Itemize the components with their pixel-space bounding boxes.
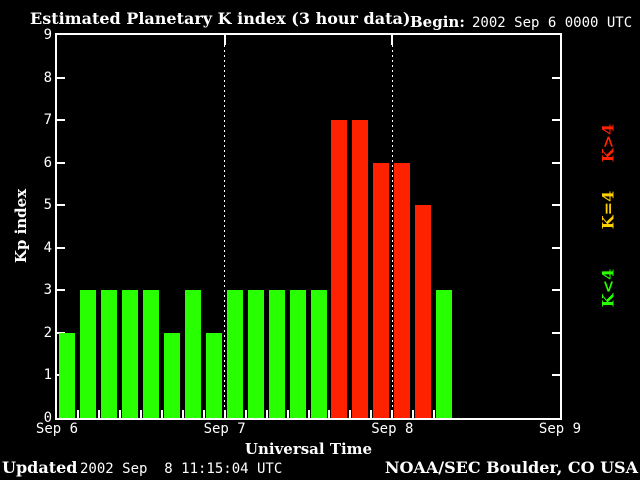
y-tick-right — [552, 289, 560, 292]
kp-bar — [79, 290, 96, 418]
x-minor-tick — [223, 410, 226, 418]
x-minor-tick — [433, 410, 436, 418]
y-tick-label: 6 — [43, 154, 52, 171]
y-tick-right — [552, 204, 560, 207]
kp-bar — [268, 290, 285, 418]
kp-bar — [247, 290, 264, 418]
kp-bar — [59, 332, 75, 418]
kp-bar — [142, 290, 159, 418]
kp-bar — [100, 290, 117, 418]
day-boundary-gridline — [391, 35, 393, 418]
y-tick-label: 1 — [43, 367, 52, 384]
y-tick-right — [552, 246, 560, 249]
y-tick-left — [57, 161, 65, 164]
y-tick-right — [552, 161, 560, 164]
x-minor-tick — [160, 410, 163, 418]
kp-bar — [394, 162, 411, 418]
x-minor-tick — [181, 410, 184, 418]
y-tick-left — [57, 204, 65, 207]
x-minor-tick — [139, 410, 142, 418]
y-tick-left — [57, 289, 65, 292]
y-axis-tick-labels: 0 1 2 3 4 5 6 7 8 9 — [30, 27, 52, 426]
y-tick-label: 9 — [43, 27, 52, 43]
legend-item-mid: K=4 — [598, 190, 618, 230]
x-minor-tick — [391, 410, 394, 418]
y-tick-label: 7 — [43, 112, 52, 129]
x-minor-tick — [202, 410, 205, 418]
legend-item-high: K>4 — [598, 123, 618, 163]
kp-bar — [121, 290, 138, 418]
day-boundary-gridline — [224, 35, 226, 418]
x-minor-tick — [286, 410, 289, 418]
x-minor-tick — [349, 410, 352, 418]
y-tick-label: 2 — [43, 324, 52, 341]
x-axis-tick-labels: Sep 6 Sep 7 Sep 8 Sep 9 — [36, 421, 581, 437]
legend-item-low: K<4 — [598, 268, 618, 308]
y-tick-left — [57, 76, 65, 79]
kp-bar — [331, 120, 348, 418]
y-tick-label: 3 — [43, 282, 52, 299]
x-minor-tick — [328, 410, 331, 418]
x-minor-tick — [76, 410, 79, 418]
y-tick-right — [552, 331, 560, 334]
y-tick-left — [57, 331, 65, 334]
chart-title: Estimated Planetary K index (3 hour data… — [30, 9, 411, 28]
day-boundary-top-tick — [223, 35, 226, 45]
day-boundary-top-tick — [391, 35, 394, 45]
y-tick-label: 4 — [43, 239, 52, 256]
kp-bar — [352, 120, 369, 418]
kp-bar — [205, 332, 222, 418]
credit-text: NOAA/SEC Boulder, CO USA — [384, 458, 638, 477]
kp-bar — [163, 332, 180, 418]
x-day-label: Sep 6 — [35, 421, 79, 437]
x-minor-tick — [265, 410, 268, 418]
y-tick-left — [57, 246, 65, 249]
kp-bar — [226, 290, 243, 418]
kp-bar — [415, 205, 432, 418]
x-minor-tick — [118, 410, 121, 418]
x-minor-tick — [370, 410, 373, 418]
y-axis-title: Kp index — [12, 188, 30, 264]
begin-value: 2002 Sep 6 0000 UTC — [472, 15, 633, 31]
x-axis-title: Universal Time — [244, 440, 373, 458]
plot-border — [55, 33, 562, 420]
y-tick-left — [57, 119, 65, 122]
y-tick-right — [552, 76, 560, 79]
y-tick-label: 5 — [43, 197, 52, 214]
kp-bar — [310, 290, 327, 418]
kp-bar — [436, 290, 453, 418]
x-minor-tick — [412, 410, 415, 418]
plot-area — [57, 35, 560, 418]
kp-bar — [184, 290, 201, 418]
y-tick-label: 0 — [43, 410, 52, 426]
y-tick-label: 8 — [43, 69, 52, 86]
x-minor-tick — [244, 410, 247, 418]
x-day-label: Sep 7 — [203, 421, 246, 437]
x-minor-tick — [307, 410, 310, 418]
kp-bar — [289, 290, 306, 418]
x-day-label: Sep 9 — [538, 421, 582, 437]
begin-label: Begin: — [410, 13, 465, 31]
x-day-label: Sep 8 — [371, 421, 414, 437]
y-tick-right — [552, 119, 560, 122]
y-tick-right — [552, 374, 560, 377]
kp-bar — [373, 162, 390, 418]
updated-label: Updated — [2, 458, 78, 477]
updated-timestamp: 2002 Sep 8 11:15:04 UTC — [80, 461, 283, 477]
x-minor-tick — [97, 410, 100, 418]
